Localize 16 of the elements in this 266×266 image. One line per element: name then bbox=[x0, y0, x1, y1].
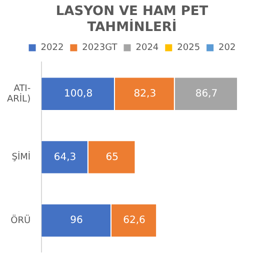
data-label: 62,6 bbox=[123, 215, 146, 226]
data-label: 82,3 bbox=[134, 88, 156, 100]
legend-label: 2025 bbox=[177, 43, 200, 54]
data-label: 64,3 bbox=[54, 152, 76, 163]
legend-label: 2024 bbox=[136, 43, 159, 54]
y-tick-label: ÖRÜ bbox=[10, 214, 31, 226]
legend-label: 2023GT bbox=[82, 43, 118, 54]
y-tick-label: ŞİMİ bbox=[12, 150, 31, 163]
chart-title: LASYON VE HAM PET TAHMİNLERİ bbox=[56, 4, 208, 35]
legend-label: 202 bbox=[218, 43, 236, 54]
data-label: 96 bbox=[70, 215, 83, 226]
data-label: 65 bbox=[106, 152, 118, 163]
data-label: 86,7 bbox=[195, 88, 218, 100]
y-tick-label: ATI- ARİL) bbox=[6, 84, 31, 105]
legend-label: 2022 bbox=[40, 43, 64, 54]
data-label: 100,8 bbox=[64, 88, 93, 100]
